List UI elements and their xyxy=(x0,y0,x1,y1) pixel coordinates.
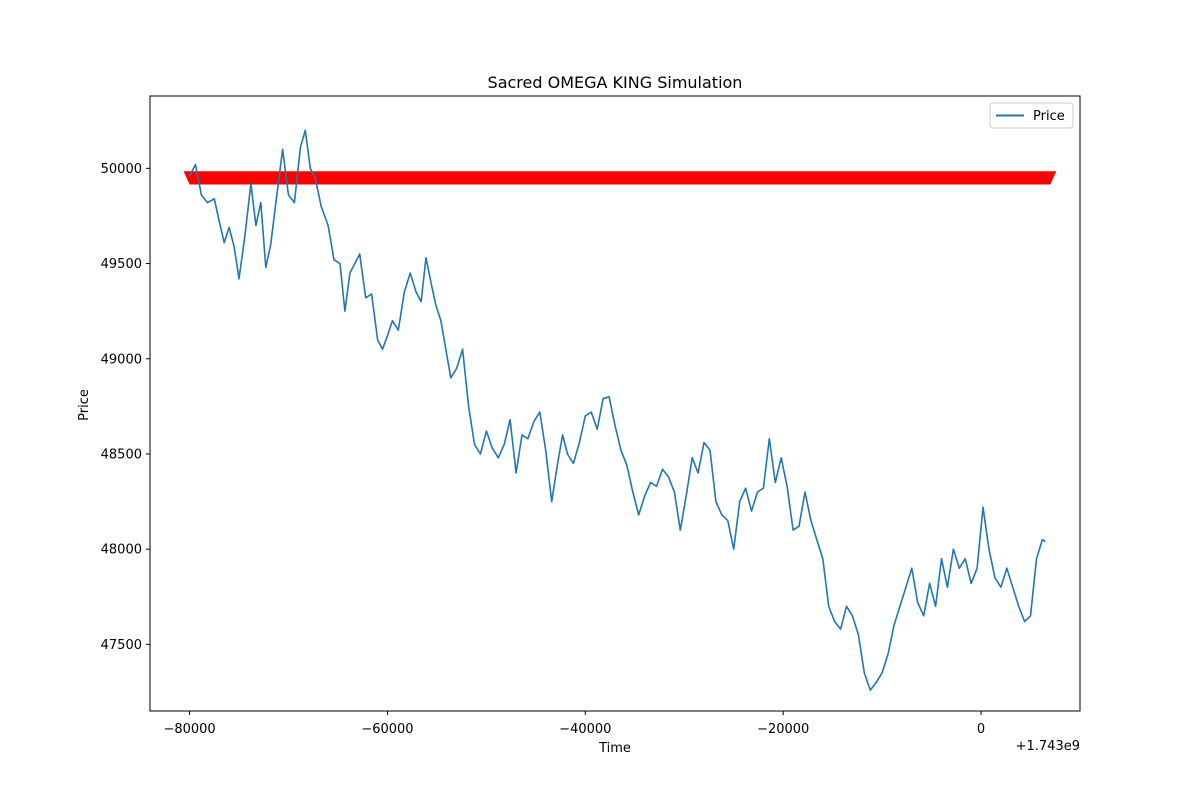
y-tick-label: 49000 xyxy=(101,352,142,367)
x-tick-label: −60000 xyxy=(361,722,413,737)
y-tick-label: 50000 xyxy=(101,162,142,177)
x-tick-label: −40000 xyxy=(559,722,611,737)
price-series-line xyxy=(188,129,1046,691)
x-tick-label: 0 xyxy=(977,722,985,737)
x-axis-label: Time xyxy=(598,741,631,756)
legend-box xyxy=(989,102,1074,129)
y-tick-label: 47500 xyxy=(101,638,142,653)
y-tick-label: 48500 xyxy=(101,447,142,462)
marker-band xyxy=(183,171,1057,185)
chart-title: Sacred OMEGA KING Simulation xyxy=(488,73,743,92)
y-tick-label: 48000 xyxy=(101,543,142,558)
x-tick-label: −20000 xyxy=(757,722,809,737)
y-axis-ticks: 47500 48000 48500 49000 49500 50000 xyxy=(101,162,150,653)
legend: Price xyxy=(989,102,1074,129)
x-axis-ticks: −80000 −60000 −40000 −20000 0 xyxy=(163,711,985,737)
axes-frame xyxy=(149,95,1081,712)
plot-area xyxy=(183,129,1057,691)
y-axis-label: Price xyxy=(77,389,92,421)
legend-entry-price: Price xyxy=(1033,109,1065,124)
x-tick-label: −80000 xyxy=(163,722,215,737)
y-tick-label: 49500 xyxy=(101,257,142,272)
x-axis-offset-label: +1.743e9 xyxy=(1016,739,1080,754)
